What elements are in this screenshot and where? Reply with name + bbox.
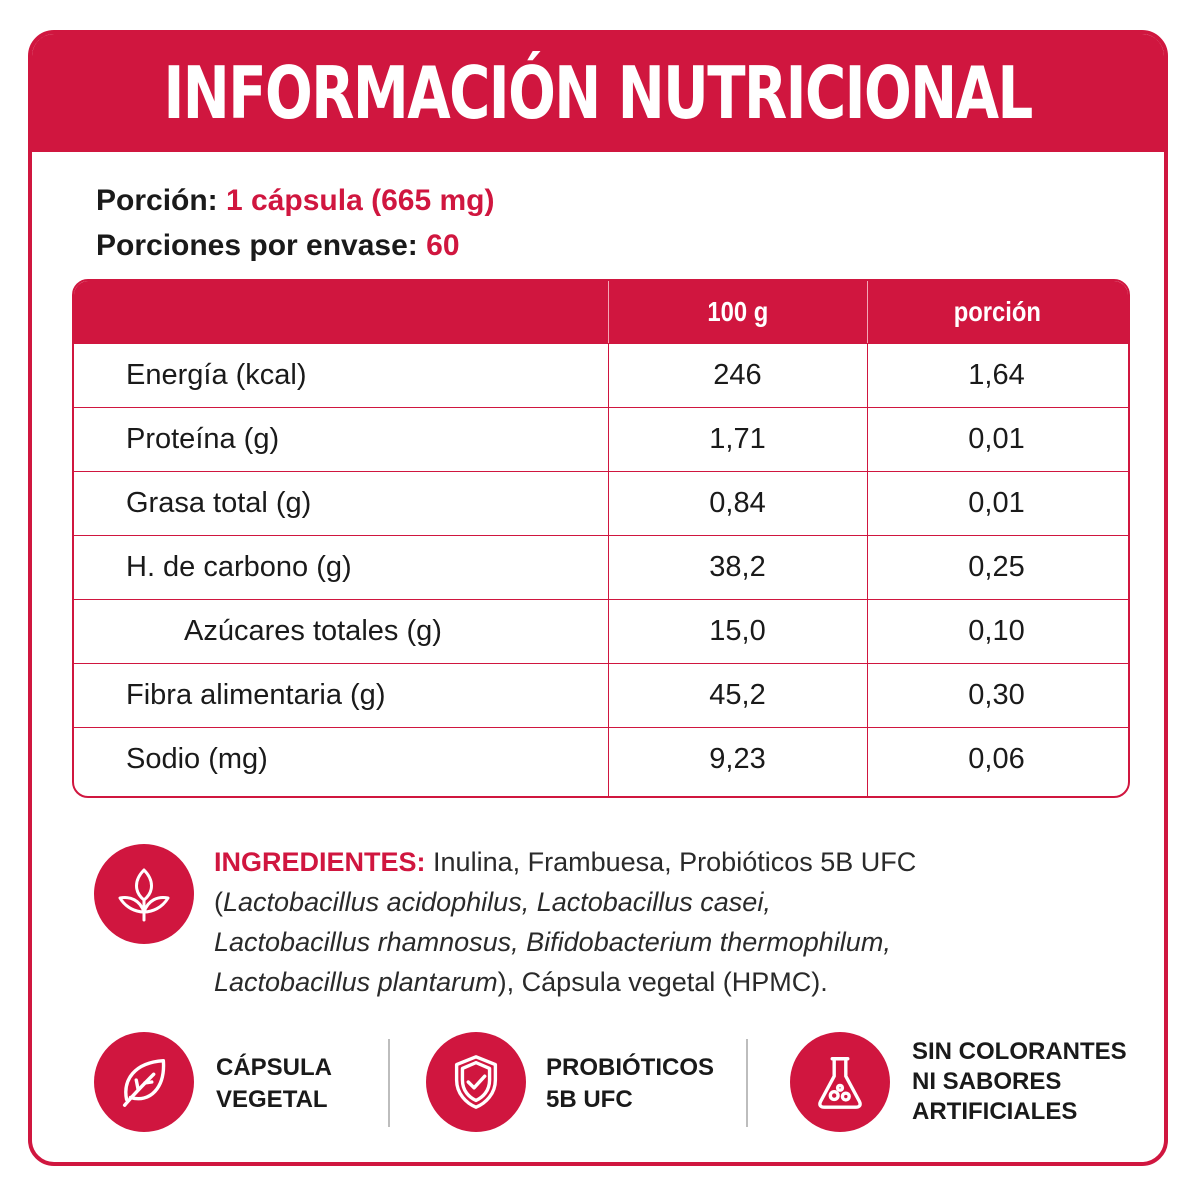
ingredients-part: Lactobacillus acidophilus, Lactobacillus… [223,887,771,917]
page-title: INFORMACIÓN NUTRICIONAL [163,51,1034,135]
plant-sprout-icon [94,844,194,944]
value-per-portion: 1,64 [968,359,1025,391]
nutrition-table: 100 g porción Energía (kcal) 246 1,64 Pr… [72,279,1130,798]
nutrient-name: H. de carbono (g) [126,551,352,583]
header-nutrient [74,281,608,343]
table-row: Sodio (mg) 9,23 0,06 [74,727,1128,791]
feature-line: ARTIFICIALES [912,1098,1078,1125]
header-per-portion: porción [953,296,1042,327]
table-row: Azúcares totales (g) 15,0 0,10 [74,599,1128,663]
ingredients-part: ), Cápsula vegetal (HPMC). [497,967,828,997]
feature-no-additives: SIN COLORANTES NI SABORES ARTIFICIALES [912,1037,1127,1127]
divider [388,1039,390,1127]
servings-per-container: Porciones por envase: 60 [96,229,460,263]
serving-size: Porción: 1 cápsula (665 mg) [96,184,494,218]
value-per-portion: 0,01 [968,487,1025,519]
value-per-100g: 9,23 [709,743,766,775]
shield-check-icon [426,1032,526,1132]
feature-line: VEGETAL [216,1086,328,1113]
value-per-portion: 0,10 [968,615,1025,647]
ingredients-heading: INGREDIENTES: [214,847,426,877]
value-per-100g: 38,2 [709,551,766,583]
feature-vegetal-capsule: CÁPSULA VEGETAL [216,1052,332,1116]
table-header: 100 g porción [74,281,1128,343]
ingredients-part: Lactobacillus plantarum [214,967,498,997]
ingredients-part: ( [214,887,223,917]
feature-line: SIN COLORANTES [912,1038,1127,1065]
servings-per-container-value: 60 [426,229,460,262]
value-per-portion: 0,30 [968,679,1025,711]
serving-size-label: Porción: [96,184,218,217]
table-row: Energía (kcal) 246 1,64 [74,343,1128,407]
table-row: H. de carbono (g) 38,2 0,25 [74,535,1128,599]
feature-probiotics: PROBIÓTICOS 5B UFC [546,1052,714,1116]
value-per-portion: 0,25 [968,551,1025,583]
table-row: Grasa total (g) 0,84 0,01 [74,471,1128,535]
nutrition-card: INFORMACIÓN NUTRICIONAL Porción: 1 cápsu… [28,30,1168,1166]
ingredients-part: Inulina, Frambuesa, Probióticos 5B UFC [425,847,917,877]
value-per-portion: 0,06 [968,743,1025,775]
title-bar: INFORMACIÓN NUTRICIONAL [32,34,1164,152]
value-per-100g: 246 [713,359,762,391]
feature-line: NI SABORES [912,1068,1062,1095]
ingredients-text: INGREDIENTES: Inulina, Frambuesa, Probió… [214,842,1114,1002]
nutrient-name: Fibra alimentaria (g) [126,679,386,711]
nutrient-name: Sodio (mg) [126,743,268,775]
nutrient-name: Proteína (g) [126,423,280,455]
value-per-100g: 1,71 [709,423,766,455]
table-row: Proteína (g) 1,71 0,01 [74,407,1128,471]
value-per-100g: 45,2 [709,679,766,711]
servings-per-container-label: Porciones por envase: [96,229,418,262]
divider [746,1039,748,1127]
flask-icon [790,1032,890,1132]
nutrient-name: Energía (kcal) [126,359,307,391]
header-per-100g: 100 g [707,296,768,327]
serving-size-value: 1 cápsula (665 mg) [226,184,495,217]
leaf-icon [94,1032,194,1132]
feature-line: 5B UFC [546,1086,633,1113]
value-per-100g: 0,84 [709,487,766,519]
table-row: Fibra alimentaria (g) 45,2 0,30 [74,663,1128,727]
nutrient-name: Grasa total (g) [126,487,312,519]
ingredients-part: Lactobacillus rhamnosus, Bifidobacterium… [214,927,891,957]
value-per-portion: 0,01 [968,423,1025,455]
value-per-100g: 15,0 [709,615,766,647]
feature-line: CÁPSULA [216,1054,333,1081]
nutrient-name: Azúcares totales (g) [184,615,442,647]
feature-line: PROBIÓTICOS [546,1054,715,1081]
